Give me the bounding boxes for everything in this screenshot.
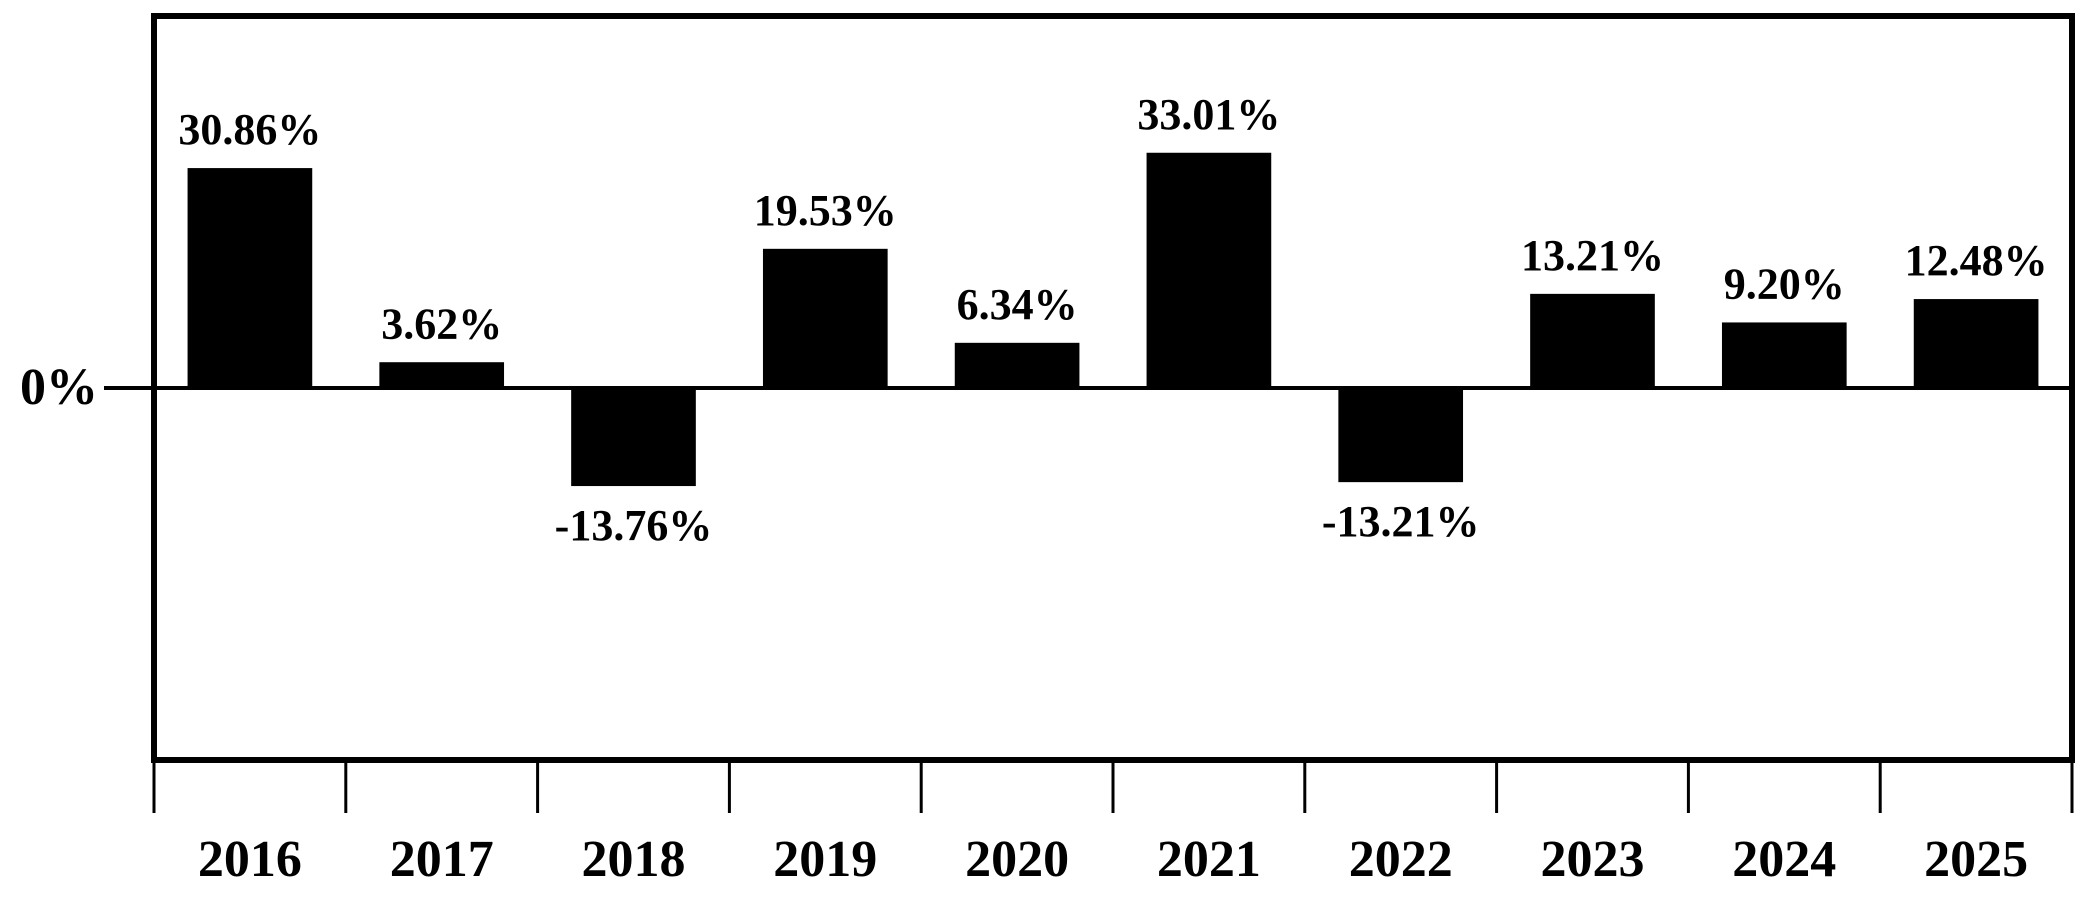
value-label: 12.48% [1905,236,2048,285]
value-label: 30.86% [178,105,321,154]
y-tick-label: 0% [20,359,98,416]
bar [1913,299,2039,388]
x-tick-label: 2018 [582,831,686,888]
x-tick-label: 2020 [965,831,1069,888]
x-tick-label: 2016 [198,831,302,888]
value-label: 6.34% [957,280,1078,329]
value-label: 33.01% [1137,90,1280,139]
value-label: 13.21% [1521,231,1664,280]
x-tick-label: 2022 [1349,831,1453,888]
bar [1530,293,1655,388]
value-label: 3.62% [381,299,502,348]
bar [954,342,1080,388]
bar [187,168,313,388]
bar [571,388,696,487]
bar [762,248,888,388]
x-tick-label: 2017 [390,831,494,888]
bar [379,362,505,388]
bar [1338,388,1464,483]
bar [1146,152,1272,388]
x-tick-label: 2019 [773,831,877,888]
x-tick-label: 2024 [1732,831,1836,888]
value-label: -13.21% [1322,497,1480,546]
value-label: -13.76% [555,501,713,550]
value-label: 9.20% [1724,260,1845,309]
bar [1721,322,1847,388]
value-label: 19.53% [754,186,897,235]
x-tick-label: 2025 [1924,831,2028,888]
x-tick-label: 2023 [1541,831,1645,888]
x-tick-label: 2021 [1157,831,1261,888]
